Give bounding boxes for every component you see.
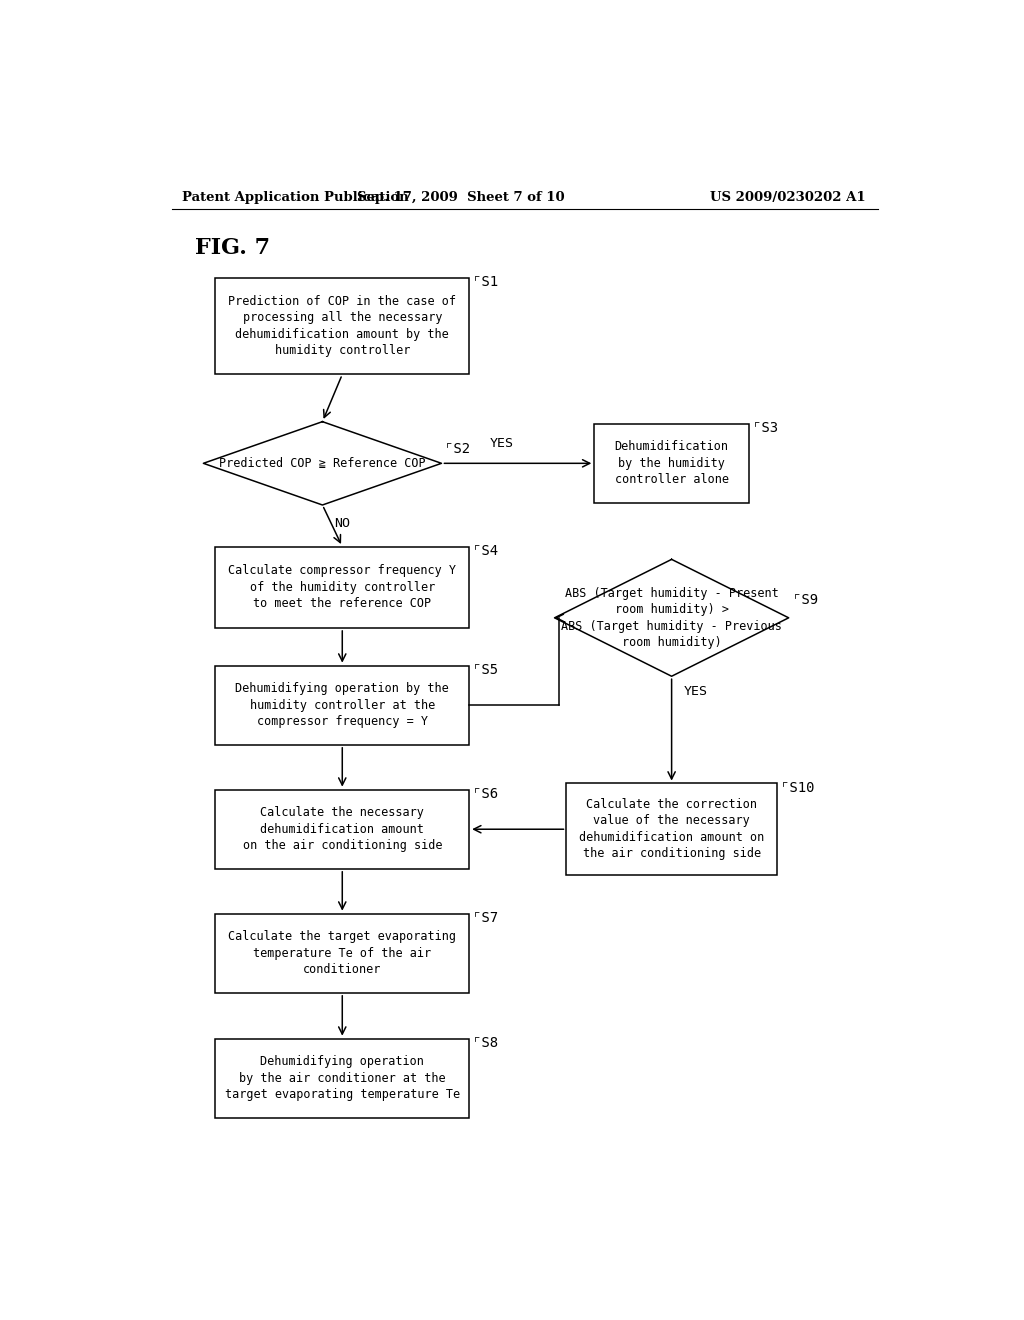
Text: US 2009/0230202 A1: US 2009/0230202 A1	[711, 190, 866, 203]
Bar	[215, 277, 469, 375]
Text: ⌜S5: ⌜S5	[473, 663, 499, 677]
Text: Predicted COP ≧ Reference COP: Predicted COP ≧ Reference COP	[219, 457, 426, 470]
Bar	[215, 546, 469, 628]
Text: Dehumidifying operation by the
humidity controller at the
compressor frequency =: Dehumidifying operation by the humidity …	[236, 682, 450, 729]
Text: ⌜S4: ⌜S4	[473, 544, 499, 558]
Text: ⌜S8: ⌜S8	[473, 1036, 499, 1049]
Text: Calculate the target evaporating
temperature Te of the air
conditioner: Calculate the target evaporating tempera…	[228, 931, 457, 977]
Text: Dehumidifying operation
by the air conditioner at the
target evaporating tempera: Dehumidifying operation by the air condi…	[224, 1055, 460, 1101]
Text: Sep. 17, 2009  Sheet 7 of 10: Sep. 17, 2009 Sheet 7 of 10	[357, 190, 565, 203]
Text: ABS (Target humidity - Present
room humidity) >
ABS (Target humidity - Previous
: ABS (Target humidity - Present room humi…	[561, 586, 782, 649]
Text: YES: YES	[684, 685, 708, 698]
Text: ⌜S6: ⌜S6	[473, 787, 499, 801]
Text: Calculate the correction
value of the necessary
dehumidification amount on
the a: Calculate the correction value of the ne…	[579, 799, 764, 861]
Text: Dehumidification
by the humidity
controller alone: Dehumidification by the humidity control…	[614, 441, 729, 486]
Bar	[215, 1039, 469, 1118]
Text: NO: NO	[334, 517, 350, 529]
Text: Patent Application Publication: Patent Application Publication	[182, 190, 409, 203]
Text: ⌜S1: ⌜S1	[473, 275, 499, 289]
Text: ⌜S2: ⌜S2	[445, 442, 471, 457]
Bar	[215, 913, 469, 993]
Bar	[215, 665, 469, 744]
Text: ⌜S10: ⌜S10	[780, 780, 814, 795]
Text: ⌜S9: ⌜S9	[793, 593, 818, 606]
Bar	[594, 424, 749, 503]
Text: FIG. 7: FIG. 7	[196, 236, 270, 259]
Bar	[566, 784, 777, 875]
Bar	[215, 789, 469, 869]
Text: Prediction of COP in the case of
processing all the necessary
dehumidification a: Prediction of COP in the case of process…	[228, 294, 457, 358]
Text: YES: YES	[490, 437, 514, 450]
Text: ⌜S7: ⌜S7	[473, 911, 499, 924]
Text: Calculate the necessary
dehumidification amount
on the air conditioning side: Calculate the necessary dehumidification…	[243, 807, 442, 853]
Text: ⌜S3: ⌜S3	[753, 421, 778, 434]
Text: Calculate compressor frequency Y
of the humidity controller
to meet the referenc: Calculate compressor frequency Y of the …	[228, 565, 457, 610]
